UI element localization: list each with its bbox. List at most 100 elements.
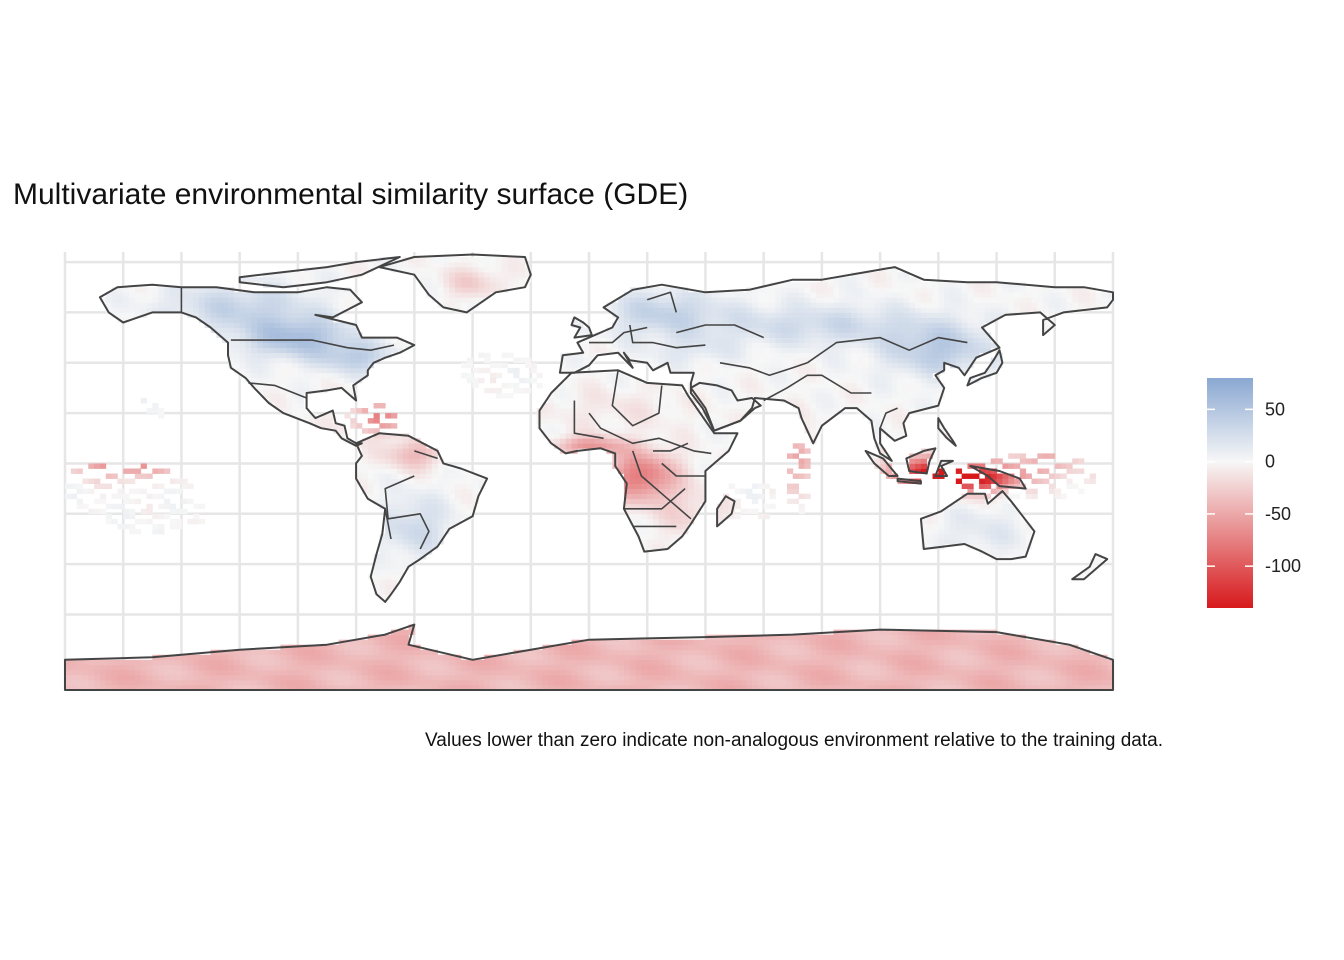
mess-cell — [804, 377, 811, 384]
mess-cell — [490, 267, 497, 273]
mess-cell — [676, 312, 683, 318]
mess-cell — [140, 508, 147, 515]
mess-cell — [257, 292, 264, 298]
mess-cell — [385, 453, 392, 459]
mess-cell — [717, 367, 724, 374]
mess-cell — [140, 684, 147, 691]
mess-cell — [786, 634, 794, 641]
mess-cell — [303, 644, 310, 651]
mess-cell — [321, 659, 328, 666]
mess-cell — [204, 302, 211, 308]
mess-cell — [699, 297, 706, 303]
mess-cell — [216, 322, 223, 328]
mess-cell — [169, 478, 177, 484]
mess-cell — [344, 342, 351, 349]
mess-cell — [717, 337, 724, 344]
mess-cell — [717, 674, 724, 681]
mess-cell — [658, 403, 666, 409]
mess-cell — [495, 362, 503, 369]
mess-cell — [862, 272, 869, 278]
mess-cell — [117, 292, 124, 298]
mess-cell — [816, 649, 823, 656]
mess-cell — [804, 684, 811, 691]
mess-cell — [635, 337, 642, 344]
mess-cell — [653, 538, 660, 545]
mess-cell — [385, 549, 392, 555]
mess-cell — [292, 664, 299, 671]
mess-cell — [466, 377, 473, 384]
mess-cell — [350, 418, 357, 424]
mess-cell — [810, 352, 817, 359]
mess-cell — [786, 669, 794, 676]
mess-cell — [885, 372, 893, 379]
mess-cell — [408, 498, 415, 505]
mess-cell — [594, 372, 602, 379]
mess-cell — [728, 352, 735, 359]
mess-cell — [606, 438, 613, 444]
mess-cell — [123, 292, 130, 298]
mess-cell — [367, 458, 374, 464]
mess-cell — [396, 664, 404, 671]
mess-cell — [728, 503, 735, 510]
mess-cell — [210, 664, 217, 671]
mess-cell — [245, 297, 252, 303]
mess-cell — [292, 292, 299, 298]
mess-cell — [653, 498, 660, 505]
mess-cell — [682, 292, 689, 298]
mess-cell — [711, 408, 718, 414]
mess-cell — [216, 287, 223, 293]
mess-cell — [123, 669, 130, 676]
mess-cell — [338, 367, 345, 374]
mess-cell — [327, 649, 334, 656]
mess-cell — [396, 669, 404, 676]
mess-cell — [292, 322, 299, 328]
mess-cell — [292, 654, 299, 661]
mess-cell — [594, 387, 602, 394]
mess-cell — [158, 413, 165, 419]
mess-cell — [641, 498, 648, 505]
mess-cell — [641, 503, 648, 510]
mess-cell — [373, 403, 380, 409]
mess-cell — [158, 297, 165, 303]
mess-cell — [676, 302, 683, 308]
mess-cell — [111, 674, 118, 681]
mess-cell — [641, 317, 648, 323]
mess-cell — [396, 458, 404, 464]
mess-cell — [344, 644, 351, 651]
mess-cell — [804, 312, 811, 318]
mess-cell — [163, 302, 171, 308]
mess-cell — [717, 307, 724, 313]
mess-cell — [76, 659, 83, 666]
mess-cell — [629, 679, 636, 686]
mess-cell — [315, 347, 322, 354]
mess-cell — [845, 342, 852, 349]
mess-cell — [833, 302, 840, 308]
mess-cell — [909, 287, 916, 293]
mess-cell — [257, 367, 264, 374]
mess-cell — [897, 418, 904, 424]
mess-cell — [228, 307, 235, 313]
mess-cell — [781, 377, 788, 384]
mess-cell — [309, 387, 316, 394]
mess-cell — [158, 408, 165, 414]
mess-cell — [757, 302, 765, 308]
mess-cell — [746, 684, 753, 691]
mess-cell — [257, 377, 264, 384]
mess-cell — [577, 418, 584, 424]
mess-cell — [414, 544, 421, 550]
mess-cell — [280, 302, 287, 308]
mess-cell — [437, 684, 444, 691]
mess-cell — [816, 347, 823, 354]
mess-cell — [664, 544, 671, 550]
mess-cell — [577, 438, 584, 444]
mess-cell — [583, 659, 590, 666]
mess-cell — [717, 297, 724, 303]
mess-cell — [623, 443, 631, 449]
mess-cell — [152, 664, 159, 671]
mess-cell — [833, 644, 840, 651]
mess-cell — [810, 312, 817, 318]
mess-cell — [781, 644, 788, 651]
mess-cell — [274, 292, 281, 298]
mess-cell — [524, 674, 532, 681]
mess-cell — [734, 347, 741, 354]
